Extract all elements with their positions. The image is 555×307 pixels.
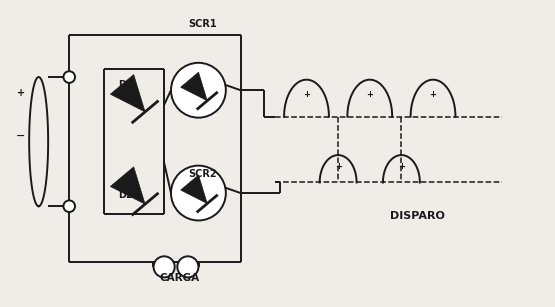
- Text: +: +: [335, 161, 342, 171]
- Text: SCR1: SCR1: [188, 19, 216, 29]
- Text: DISPARO: DISPARO: [390, 212, 445, 221]
- Text: +: +: [398, 161, 405, 171]
- Polygon shape: [110, 167, 145, 204]
- Circle shape: [171, 166, 226, 220]
- Text: +: +: [366, 90, 374, 99]
- Circle shape: [154, 256, 175, 278]
- Text: +: +: [430, 90, 437, 99]
- Text: CARGA: CARGA: [160, 273, 200, 283]
- Circle shape: [63, 71, 75, 83]
- Text: +: +: [17, 87, 25, 98]
- Text: D2: D2: [118, 190, 133, 200]
- Circle shape: [171, 63, 226, 118]
- Text: D1: D1: [118, 80, 133, 90]
- Circle shape: [63, 200, 75, 212]
- Text: −: −: [16, 131, 26, 141]
- Circle shape: [178, 256, 199, 278]
- Text: +: +: [303, 90, 310, 99]
- Polygon shape: [181, 175, 207, 204]
- Text: SCR2: SCR2: [188, 169, 216, 179]
- Polygon shape: [110, 75, 145, 112]
- Polygon shape: [181, 72, 207, 101]
